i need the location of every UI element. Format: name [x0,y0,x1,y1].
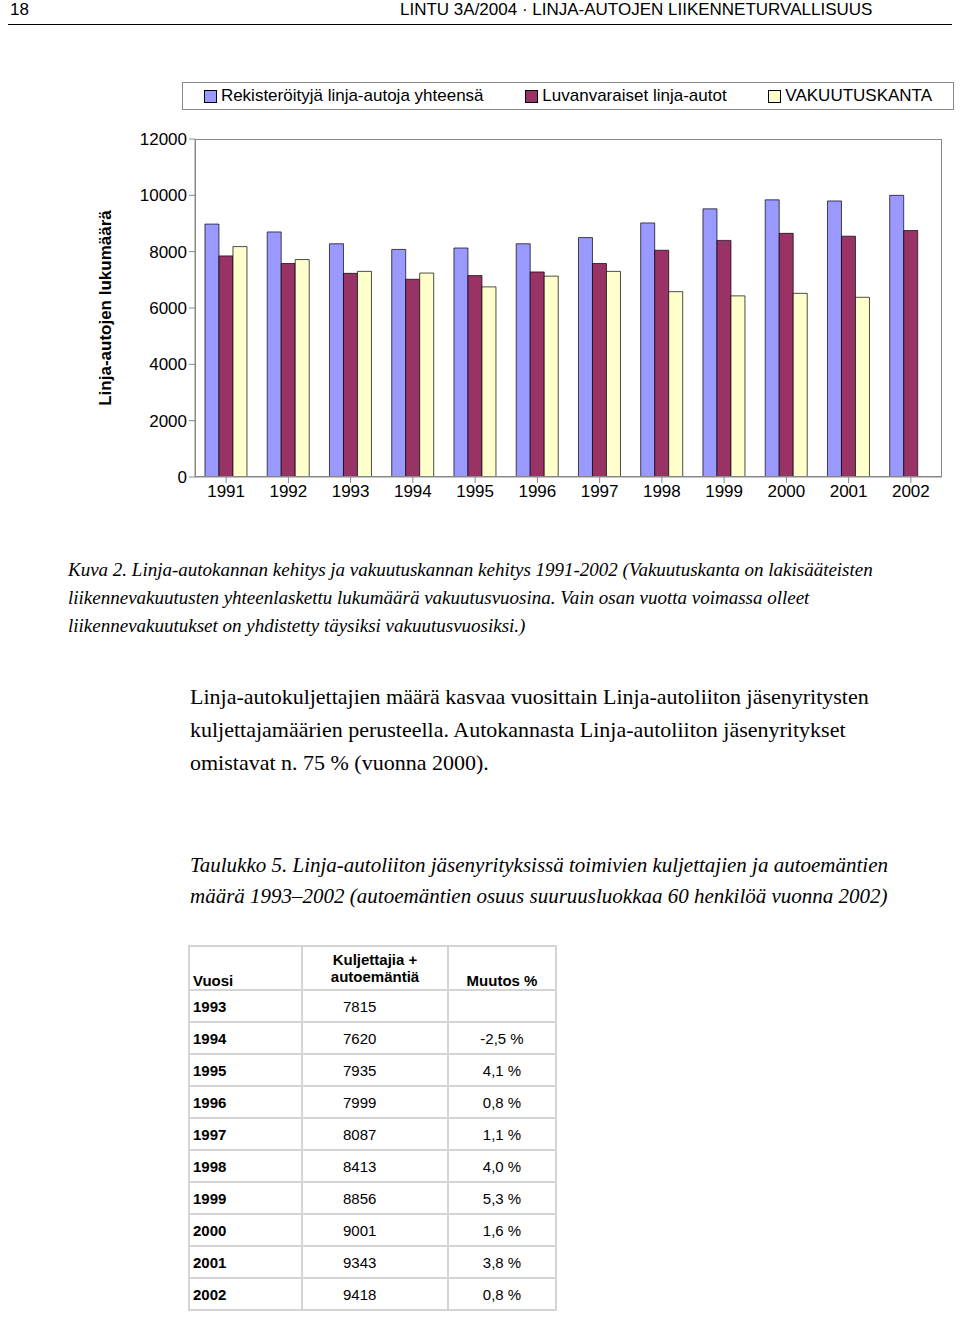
html-text:9001: 9001 [343,1221,377,1239]
svg-text:2002: 2002 [892,482,930,501]
html-text:Kuljettajia + autoemäntiä: Kuljettajia + autoemäntiä [330,951,420,985]
svg-text:1996: 1996 [518,482,556,501]
html-text:VAKUUTUSKANTA: VAKUUTUSKANTA [785,86,933,105]
html-text:1,1 %: 1,1 % [482,1125,522,1143]
svg-text:1991: 1991 [207,482,245,501]
html-text:1993: 1993 [193,997,227,1015]
svg-text:2001: 2001 [830,482,868,501]
html-text:1996: 1996 [193,1093,227,1111]
svg-text:8000: 8000 [149,243,187,262]
html-text:1999: 1999 [193,1189,227,1207]
html-text:Vuosi: Vuosi [193,972,234,989]
html-text:7620: 7620 [343,1029,377,1047]
html-text:Rekisteröityjä linja-autoja yh: Rekisteröityjä linja-autoja yhteensä [220,86,484,105]
html-text:3,8 %: 3,8 % [482,1253,522,1271]
html-text:1,6 %: 1,6 % [482,1221,522,1239]
html-text:2000: 2000 [193,1221,227,1239]
svg-text:4000: 4000 [149,355,187,374]
svg-text:2000: 2000 [149,412,187,431]
html-text:2001: 2001 [193,1253,227,1271]
svg-text:1992: 1992 [269,482,307,501]
html-text:7815: 7815 [343,997,377,1015]
html-text:Taulukko 5. Linja-autoliiton j: Taulukko 5. Linja-autoliiton jäsenyrityk… [190,853,888,908]
html-text:5,3 %: 5,3 % [482,1189,522,1207]
html-text:LINTU 3A/2004 · LINJA-AUTOJEN: LINTU 3A/2004 · LINJA-AUTOJEN LIIKENNETU… [400,0,873,19]
svg-text:1994: 1994 [394,482,432,501]
html-text:0,8 %: 0,8 % [482,1285,522,1303]
html-text:1997: 1997 [193,1125,227,1143]
html-text:8413: 8413 [343,1157,377,1175]
svg-text:1993: 1993 [332,482,370,501]
svg-text:12000: 12000 [140,130,187,149]
html-text:4,0 %: 4,0 % [482,1157,522,1175]
svg-text:1999: 1999 [705,482,743,501]
html-text:Muutos %: Muutos % [466,972,538,989]
html-text:18: 18 [10,0,29,19]
html-text:7999: 7999 [343,1093,377,1111]
html-text:0,8 %: 0,8 % [482,1093,522,1111]
html-text:7935: 7935 [343,1061,377,1079]
html-text:4,1 %: 4,1 % [482,1061,522,1079]
html-text:1998: 1998 [193,1157,227,1175]
svg-text:0: 0 [178,468,187,487]
html-text:Luvanvaraiset linja-autot: Luvanvaraiset linja-autot [542,86,727,105]
svg-text:Linja-autojen lukumäärä: Linja-autojen lukumäärä [96,210,115,406]
html-text:9343: 9343 [343,1253,377,1271]
html-text:8856: 8856 [343,1189,377,1207]
html-text:1995: 1995 [193,1061,227,1079]
html-text:2002: 2002 [193,1285,227,1303]
html-text:1994: 1994 [193,1029,227,1047]
svg-text:10000: 10000 [140,186,187,205]
html-text:9418: 9418 [343,1285,377,1303]
svg-text:1997: 1997 [581,482,619,501]
html-text:Kuva 2. Linja-autokannan kehit: Kuva 2. Linja-autokannan kehitys ja vaku… [68,559,873,636]
html-text:Linja-autokuljettajien määrä k: Linja-autokuljettajien määrä kasvaa vuos… [190,684,869,775]
svg-text:1998: 1998 [643,482,681,501]
svg-text:1995: 1995 [456,482,494,501]
svg-text:2000: 2000 [767,482,805,501]
svg-text:6000: 6000 [149,299,187,318]
html-text:8087: 8087 [343,1125,377,1143]
html-text:-2,5 %: -2,5 % [480,1029,524,1047]
